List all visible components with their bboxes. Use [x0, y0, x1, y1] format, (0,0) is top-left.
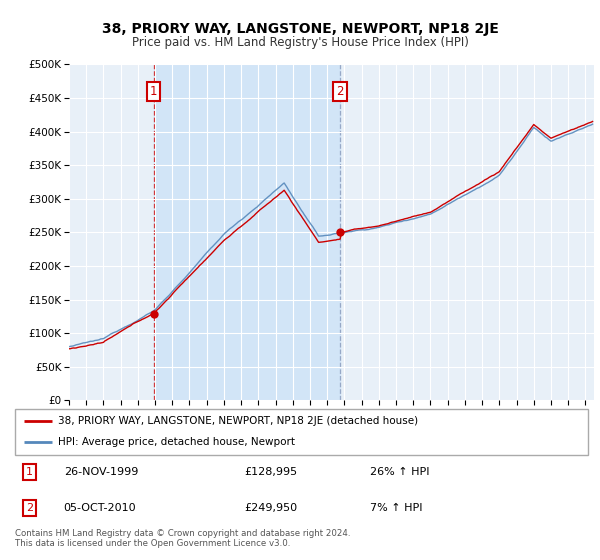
- Text: 38, PRIORY WAY, LANGSTONE, NEWPORT, NP18 2JE (detached house): 38, PRIORY WAY, LANGSTONE, NEWPORT, NP18…: [58, 416, 418, 426]
- Text: £128,995: £128,995: [244, 467, 298, 477]
- Text: 26-NOV-1999: 26-NOV-1999: [64, 467, 138, 477]
- Text: 2: 2: [26, 503, 33, 513]
- Text: 7% ↑ HPI: 7% ↑ HPI: [370, 503, 423, 513]
- Text: 2: 2: [337, 85, 344, 98]
- Bar: [154, 64, 340, 400]
- Text: 1: 1: [150, 85, 157, 98]
- Text: 38, PRIORY WAY, LANGSTONE, NEWPORT, NP18 2JE: 38, PRIORY WAY, LANGSTONE, NEWPORT, NP18…: [101, 22, 499, 36]
- Text: 1: 1: [26, 467, 33, 477]
- Text: Contains HM Land Registry data © Crown copyright and database right 2024.
This d: Contains HM Land Registry data © Crown c…: [15, 529, 350, 548]
- Text: Price paid vs. HM Land Registry's House Price Index (HPI): Price paid vs. HM Land Registry's House …: [131, 36, 469, 49]
- Text: HPI: Average price, detached house, Newport: HPI: Average price, detached house, Newp…: [58, 437, 295, 447]
- Text: £249,950: £249,950: [244, 503, 298, 513]
- FancyBboxPatch shape: [15, 409, 588, 455]
- Text: 26% ↑ HPI: 26% ↑ HPI: [370, 467, 430, 477]
- Text: 05-OCT-2010: 05-OCT-2010: [64, 503, 136, 513]
